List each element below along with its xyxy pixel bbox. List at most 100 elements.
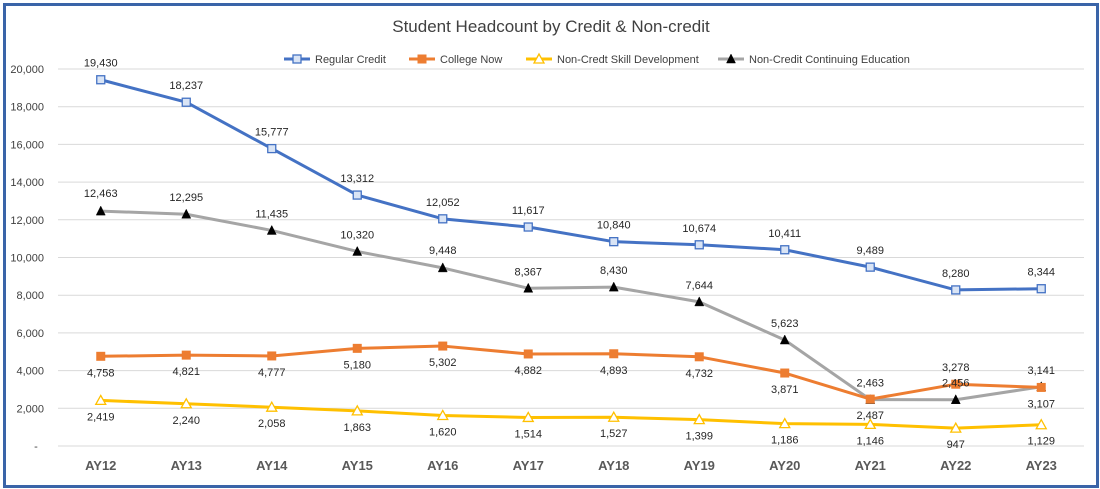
data-point [778, 417, 791, 429]
data-point [694, 296, 705, 307]
data-point [436, 409, 449, 421]
data-label: 2,240 [172, 415, 200, 427]
data-label: 3,871 [771, 384, 799, 396]
data-point [950, 394, 961, 404]
data-label: 2,456 [942, 378, 970, 390]
data-label: 4,758 [87, 367, 115, 379]
y-tick-label: 16,000 [10, 139, 44, 151]
legend-marker [726, 53, 736, 64]
x-tick-label: AY17 [513, 458, 544, 473]
data-label: 3,107 [1027, 398, 1055, 410]
legend-marker [292, 54, 302, 64]
data-label: 12,052 [426, 197, 460, 209]
data-point [96, 351, 106, 361]
data-point [865, 394, 875, 404]
data-point [608, 281, 619, 292]
data-point [181, 208, 192, 219]
x-tick-label: AY15 [342, 458, 373, 473]
data-label: 15,777 [255, 127, 289, 139]
legend-label: Non-Credt Skill Development [557, 54, 699, 66]
data-label: 5,302 [429, 357, 457, 369]
data-label: 12,295 [169, 192, 203, 204]
data-label: 1,146 [856, 435, 884, 447]
y-axis-ticks: - 2,000 4,000 6,000 8,000 10,000 12,000 14,000 1… [10, 64, 44, 453]
data-point [181, 97, 191, 107]
legend: Regular Credit College Now Non-Credt Skill… [284, 52, 910, 66]
data-label: 12,463 [84, 188, 118, 200]
data-point [865, 262, 875, 272]
y-tick-label: 12,000 [10, 215, 44, 227]
data-point [96, 75, 106, 85]
y-tick-label: 8,000 [16, 290, 44, 302]
data-label: 10,411 [768, 228, 801, 240]
data-point [181, 350, 191, 360]
data-label: 13,312 [340, 173, 374, 185]
data-point [267, 351, 277, 361]
data-label: 2,419 [87, 411, 115, 423]
data-point [523, 282, 534, 293]
data-point [1035, 418, 1048, 430]
y-tick-label: 10,000 [10, 253, 44, 265]
data-label: 8,367 [514, 266, 542, 278]
data-point [694, 240, 704, 250]
legend-item: Non-Credit Continuing Education [718, 53, 910, 66]
x-tick-label: AY19 [684, 458, 715, 473]
data-label: 5,180 [343, 359, 371, 371]
data-point [609, 349, 619, 359]
legend-marker [417, 54, 427, 64]
data-label: 7,644 [685, 280, 713, 292]
data-point [779, 334, 790, 345]
x-tick-label: AY12 [85, 458, 116, 473]
data-point [523, 222, 533, 232]
data-label: 947 [947, 439, 965, 451]
data-label: 1,863 [343, 422, 371, 434]
data-point [951, 285, 961, 295]
y-tick-label: 2,000 [16, 403, 44, 415]
y-tick-label: - [34, 441, 38, 453]
data-point [438, 341, 448, 351]
legend-label: Regular Credit [315, 54, 386, 66]
series-line [100, 209, 1042, 402]
data-point [780, 245, 790, 255]
data-label: 8,280 [942, 268, 970, 280]
legend-marker [532, 52, 546, 64]
data-label: 9,489 [856, 245, 884, 257]
chart-frame: Student Headcount by Credit & Non-credit… [3, 3, 1099, 488]
x-tick-label: AY13 [171, 458, 202, 473]
data-label: 2,463 [856, 378, 884, 390]
data-point [94, 394, 107, 406]
data-label: 3,278 [942, 362, 970, 374]
line-chart: Student Headcount by Credit & Non-credit… [10, 17, 1084, 473]
data-label: 1,527 [600, 428, 628, 440]
data-point [693, 413, 706, 425]
data-label: 10,840 [597, 220, 631, 232]
data-label: 9,448 [429, 245, 457, 257]
data-label: 4,893 [600, 365, 628, 377]
legend-item: Non-Credt Skill Development [526, 52, 699, 66]
y-tick-label: 6,000 [16, 328, 44, 340]
data-point [352, 245, 363, 256]
data-label: 19,430 [84, 58, 118, 70]
chart-title: Student Headcount by Credit & Non-credit [392, 17, 710, 36]
data-point [267, 143, 277, 154]
series-lines [94, 75, 1048, 433]
legend-item: Regular Credit [284, 54, 386, 66]
data-point [180, 397, 193, 409]
data-label: 18,237 [169, 80, 203, 92]
data-label: 1,620 [429, 426, 457, 438]
data-label: 8,344 [1027, 267, 1055, 279]
data-label: 1,129 [1027, 436, 1055, 448]
data-point [607, 410, 620, 422]
series-line [100, 398, 1042, 430]
data-label: 11,617 [512, 205, 545, 217]
data-point [352, 343, 362, 353]
data-labels: 19,430 18,237 15,777 13,312 12,052 11,617 10,8… [84, 58, 1055, 451]
data-point [352, 190, 362, 200]
data-point [523, 349, 533, 359]
x-tick-label: AY21 [855, 458, 886, 473]
data-point [780, 368, 790, 378]
data-point [437, 262, 448, 273]
data-label: 5,623 [771, 318, 799, 330]
data-label: 4,777 [258, 367, 286, 379]
data-point [1036, 382, 1046, 392]
